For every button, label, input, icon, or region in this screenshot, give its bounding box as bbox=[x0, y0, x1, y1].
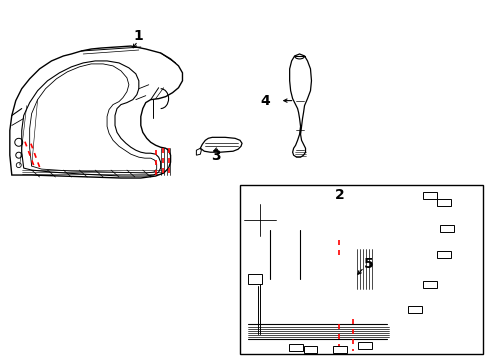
Bar bbox=[440, 225, 453, 231]
Bar bbox=[288, 344, 302, 351]
Bar bbox=[407, 306, 421, 313]
Bar bbox=[333, 346, 346, 353]
Bar bbox=[437, 251, 450, 258]
Text: 3: 3 bbox=[211, 149, 221, 163]
Bar bbox=[240, 185, 482, 354]
Bar bbox=[247, 274, 262, 284]
Bar bbox=[422, 192, 436, 199]
Bar bbox=[422, 281, 436, 288]
Text: 1: 1 bbox=[133, 29, 142, 43]
Bar bbox=[303, 346, 317, 353]
Bar bbox=[357, 342, 371, 349]
Text: 2: 2 bbox=[334, 188, 344, 202]
Text: 4: 4 bbox=[260, 94, 269, 108]
Bar bbox=[437, 199, 450, 206]
Text: 5: 5 bbox=[364, 257, 373, 271]
Polygon shape bbox=[244, 197, 433, 339]
